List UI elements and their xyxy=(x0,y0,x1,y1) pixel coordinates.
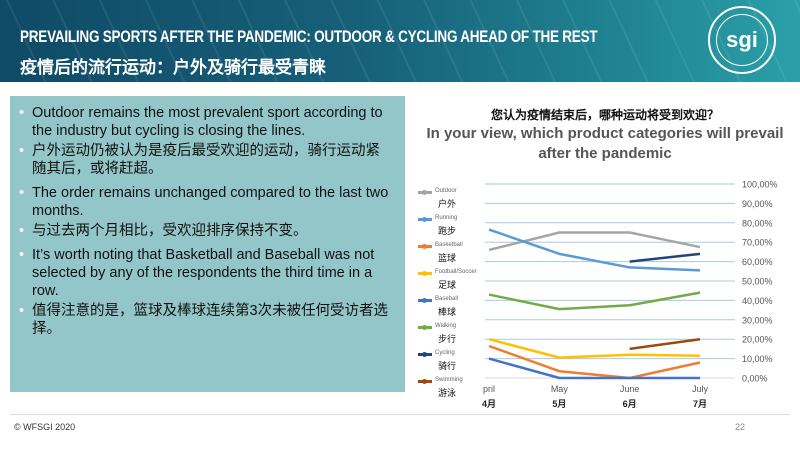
wfsgi-logo: sgi xyxy=(708,6,776,74)
series-line-swimming xyxy=(629,337,701,351)
legend-item: Basketball 篮球 xyxy=(418,241,482,268)
x-tick-label: June xyxy=(620,384,640,394)
legend-swatch xyxy=(418,216,432,222)
legend-swatch xyxy=(418,189,432,195)
series-line-walking xyxy=(488,291,701,311)
legend-label: Baseball xyxy=(435,296,459,302)
legend-swatch xyxy=(418,351,432,357)
x-tick-label-chinese: 7月 xyxy=(693,399,707,409)
legend-item: Running 跑步 xyxy=(418,214,482,241)
legend-label-chinese: 跑步 xyxy=(438,226,457,236)
series-line-football-soccer xyxy=(488,337,701,359)
y-tick-label: 40,00% xyxy=(742,296,773,306)
chart-title-text: In your view, which product categories w… xyxy=(426,125,784,162)
chart-legend: Outdoor 户外 Running 跑步 Basketball 篮球 Football/S… xyxy=(418,187,482,403)
legend-item: Baseball 棒球 xyxy=(418,295,482,322)
footer-divider xyxy=(10,414,790,415)
page-title-chinese: 疫情后的流行运动：户外及骑行最受青睐 xyxy=(20,58,326,77)
legend-label-chinese: 户外 xyxy=(438,199,457,209)
copyright: © WFSGI 2020 xyxy=(14,422,76,432)
legend-swatch xyxy=(418,324,432,330)
y-tick-label: 0,00% xyxy=(742,374,768,384)
legend-label: Basketball xyxy=(435,242,463,248)
bullet-text: It’s worth noting that Basketball and Ba… xyxy=(19,246,393,300)
chart-title: In your view, which product categories w… xyxy=(410,124,800,164)
x-tick-label-chinese: 4月 xyxy=(482,399,496,409)
x-tick-label: July xyxy=(692,384,709,394)
y-tick-label: 100,00% xyxy=(742,180,778,190)
legend-label: Football/Soccer xyxy=(435,269,477,275)
legend-item: Outdoor 户外 xyxy=(418,187,482,214)
x-tick-label-chinese: 6月 xyxy=(623,399,637,409)
bullet-text: The order remains unchanged compared to … xyxy=(19,184,393,220)
legend-item: Cycling 骑行 xyxy=(418,349,482,376)
legend-item: Walking 步行 xyxy=(418,322,482,349)
y-tick-label: 30,00% xyxy=(742,315,773,325)
series-line-baseball xyxy=(488,357,700,380)
legend-label: Swimming xyxy=(435,377,463,383)
x-tick-label: pril xyxy=(483,384,495,394)
series-line-cycling xyxy=(629,252,701,263)
page-number: 22 xyxy=(735,422,746,432)
x-tick-label: May xyxy=(551,384,569,394)
track-background xyxy=(0,0,800,82)
line-chart: 0,00% 10,00% 20,00% 30,00% 40,00% 50,00% 60,00… xyxy=(482,180,778,410)
legend-swatch xyxy=(418,270,432,276)
y-tick-label: 90,00% xyxy=(742,199,773,209)
legend-label: Walking xyxy=(435,323,457,329)
legend-label-chinese: 棒球 xyxy=(438,307,457,317)
series-line-running xyxy=(488,228,701,272)
legend-swatch xyxy=(418,243,432,249)
summary-panel: Outdoor remains the most prevalent sport… xyxy=(10,96,405,392)
bullet-text: Outdoor remains the most prevalent sport… xyxy=(19,104,393,140)
y-tick-label: 70,00% xyxy=(742,238,773,248)
legend-label-chinese: 骑行 xyxy=(438,361,457,371)
header-banner: PREVAILING SPORTS AFTER THE PANDEMIC: OU… xyxy=(0,0,800,82)
legend-label: Running xyxy=(435,215,458,221)
y-tick-label: 60,00% xyxy=(742,257,773,267)
bullet-text: 值得注意的是，篮球及棒球连续第3次未被任何受访者选择。 xyxy=(19,302,393,338)
legend-swatch xyxy=(418,378,432,384)
legend-swatch xyxy=(418,297,432,303)
legend-label-chinese: 游泳 xyxy=(438,388,457,398)
logo-text: sgi xyxy=(726,27,758,52)
y-tick-label: 10,00% xyxy=(742,354,773,364)
x-tick-label-chinese: 5月 xyxy=(552,399,566,409)
legend-label-chinese: 篮球 xyxy=(438,253,457,263)
chart-title-chinese: 您认为疫情结束后，哪种运动将受到欢迎？ xyxy=(490,108,719,122)
legend-item: Football/Soccer 足球 xyxy=(418,268,482,295)
legend-label: Outdoor xyxy=(435,188,457,194)
y-tick-label: 50,00% xyxy=(742,277,773,287)
page-title: PREVAILING SPORTS AFTER THE PANDEMIC: OU… xyxy=(20,28,598,46)
legend-label: Cycling xyxy=(435,350,455,356)
legend-label-chinese: 步行 xyxy=(438,334,457,344)
y-tick-label: 20,00% xyxy=(742,335,773,345)
series-line-basketball xyxy=(488,344,701,380)
bullet-text: 与过去两个月相比，受欢迎排序保持不变。 xyxy=(19,222,393,240)
y-tick-label: 80,00% xyxy=(742,218,773,228)
legend-label-chinese: 足球 xyxy=(438,280,457,290)
legend-item: Swimming 游泳 xyxy=(418,376,482,403)
bullet-text: 户外运动仍被认为是疫后最受欢迎的运动，骑行运动紧随其后，或将赶超。 xyxy=(19,142,393,178)
